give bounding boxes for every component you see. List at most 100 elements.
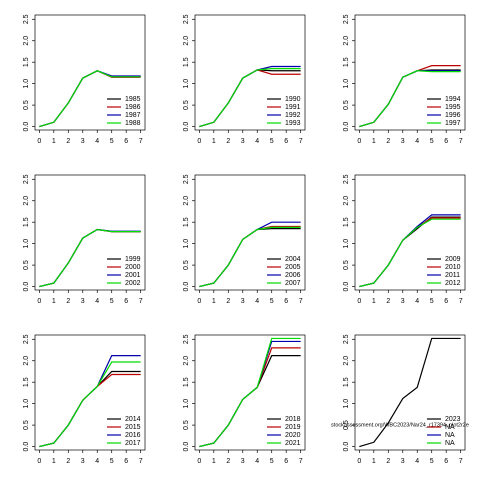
legend-label: NA [445,424,455,431]
y-tick-label: 2.5 [343,14,350,24]
y-tick-label: 1.0 [23,239,30,249]
legend-label: 2015 [125,424,141,431]
legend-label: 2009 [445,256,461,263]
y-tick-label: 0.0 [23,122,30,132]
legend-label: 2011 [445,272,460,279]
y-tick-label: 2.5 [23,14,30,24]
y-tick-label: 1.5 [183,217,190,227]
x-tick-label: 0 [357,458,361,465]
x-tick-label: 1 [212,138,216,145]
series-line [199,337,301,448]
y-tick-label: 2.0 [183,356,190,366]
legend-label: 1994 [445,96,461,103]
y-tick-label: 2.5 [23,334,30,344]
legend-label: 1999 [125,256,141,263]
y-tick-label: 0.5 [343,100,350,110]
x-tick-label: 5 [270,458,274,465]
x-tick-label: 7 [299,138,303,145]
y-tick-label: 0.0 [23,442,30,452]
y-tick-label: 0.5 [23,260,30,270]
x-tick-label: 2 [66,138,70,145]
y-tick-label: 1.0 [343,239,350,249]
y-tick-label: 2.5 [343,174,350,184]
legend-label: 1995 [445,104,461,111]
y-tick-label: 0.0 [23,282,30,292]
y-tick-label: 0.0 [343,122,350,132]
x-tick-label: 5 [430,298,434,305]
x-tick-label: 6 [124,458,128,465]
series-line [39,228,141,288]
x-tick-label: 3 [81,298,85,305]
y-tick-label: 0.0 [183,122,190,132]
y-tick-label: 1.5 [343,57,350,67]
x-tick-label: 0 [37,138,41,145]
legend-label: 1993 [285,120,301,127]
x-tick-label: 4 [415,458,419,465]
plot-frame [194,14,306,131]
x-tick-label: 3 [241,458,245,465]
x-tick-label: 0 [197,458,201,465]
y-tick-label: 1.5 [343,217,350,227]
x-tick-label: 7 [299,298,303,305]
legend-label: 2002 [125,280,141,287]
y-tick-label: 1.5 [23,217,30,227]
y-tick-label: 0.5 [343,420,350,430]
y-tick-label: 0.5 [23,100,30,110]
x-tick-label: 5 [430,138,434,145]
x-tick-label: 1 [212,298,216,305]
y-tick-label: 1.0 [183,239,190,249]
y-tick-label: 2.0 [183,36,190,46]
x-tick-label: 6 [444,458,448,465]
series-line [39,361,141,448]
x-tick-label: 1 [52,298,56,305]
x-tick-label: 7 [139,458,143,465]
x-tick-label: 0 [197,298,201,305]
x-tick-label: 3 [81,138,85,145]
x-tick-label: 1 [52,458,56,465]
x-tick-label: 2 [226,138,230,145]
legend-label: 2020 [285,432,301,439]
x-tick-label: 6 [284,458,288,465]
series-line [359,218,461,288]
x-tick-label: 7 [459,298,463,305]
x-tick-label: 0 [37,458,41,465]
x-tick-label: 4 [95,138,99,145]
x-tick-label: 7 [139,298,143,305]
x-tick-label: 0 [357,298,361,305]
y-tick-label: 1.0 [343,399,350,409]
x-tick-label: 7 [459,138,463,145]
x-tick-label: 0 [357,138,361,145]
x-tick-label: 3 [401,458,405,465]
legend-label: 2007 [285,280,301,287]
plot-frame [194,174,306,291]
x-tick-label: 5 [270,298,274,305]
series-line [39,70,141,128]
x-tick-label: 4 [415,298,419,305]
x-tick-label: 2 [386,458,390,465]
y-tick-label: 1.0 [183,399,190,409]
x-tick-label: 6 [444,298,448,305]
y-tick-label: 1.5 [183,377,190,387]
plot-frame [354,174,466,291]
series-line [359,337,461,448]
plot-frame [34,174,146,291]
x-tick-label: 7 [139,138,143,145]
x-tick-label: 4 [95,458,99,465]
y-tick-label: 2.5 [183,174,190,184]
y-tick-label: 0.0 [343,442,350,452]
legend-label: NA [445,432,455,439]
plot-frame [354,14,466,131]
x-tick-label: 5 [110,298,114,305]
legend-label: 1991 [285,104,301,111]
legend-label: 2018 [285,416,301,423]
y-tick-label: 2.0 [343,36,350,46]
y-tick-label: 2.0 [343,196,350,206]
x-tick-label: 5 [110,458,114,465]
y-tick-label: 2.5 [183,14,190,24]
x-tick-label: 1 [372,458,376,465]
x-tick-label: 6 [124,138,128,145]
x-tick-label: 4 [255,138,259,145]
x-tick-label: 1 [212,458,216,465]
legend-label: 1996 [445,112,461,119]
